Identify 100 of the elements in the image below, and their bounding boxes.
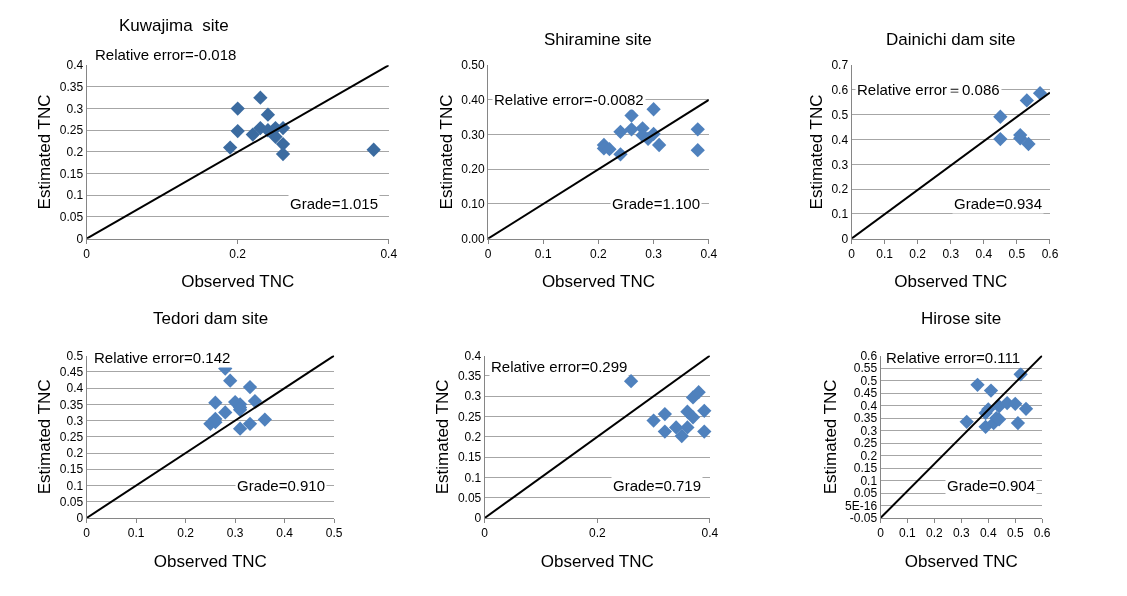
- x-axis-title: Observed TNC: [894, 272, 1008, 292]
- x-tick-label: 0.2: [588, 526, 606, 541]
- y-tick-label: 0.1: [66, 188, 84, 203]
- annotation: Relative error=0.111: [886, 349, 1021, 366]
- y-tick-label: 0.55: [853, 361, 878, 376]
- annotation: Relative error=0.299: [491, 358, 628, 375]
- x-tick-label: 0.2: [926, 526, 944, 541]
- y-tick-label: 0.05: [59, 494, 84, 509]
- y-tick-label: 0.35: [457, 369, 482, 384]
- x-tick-label: 0.4: [979, 526, 997, 541]
- x-tick-label: 0.2: [177, 526, 195, 541]
- y-tick-label: 0.25: [59, 430, 84, 445]
- annotation: Grade=0.910: [237, 477, 325, 494]
- y-tick-label: 0.5: [831, 107, 849, 122]
- annotation: Grade=0.719: [613, 477, 701, 494]
- y-tick-label: 0.4: [66, 381, 84, 396]
- y-tick-label: 0.05: [457, 490, 482, 505]
- annotation: Grade=1.100: [612, 195, 700, 212]
- y-axis-title: Estimated TNC: [820, 379, 840, 495]
- y-tick-label: 0.1: [860, 473, 878, 488]
- x-tick-label: 0.5: [1008, 247, 1026, 262]
- y-tick-label: 0.40: [461, 93, 485, 108]
- x-tick-label: 0.5: [325, 526, 343, 541]
- y-tick-label: 0.50: [461, 58, 485, 73]
- y-tick-label: 0.2: [464, 430, 482, 445]
- annotation: Grade=0.934: [954, 195, 1042, 212]
- y-tick-label: 0.7: [831, 58, 849, 73]
- annotation: Grade=1.015: [290, 195, 378, 212]
- y-tick-label: 0.4: [464, 348, 482, 363]
- y-tick-label: 0.45: [853, 386, 878, 401]
- x-tick-label: 0.3: [953, 526, 971, 541]
- x-tick-label: 0.4: [975, 247, 993, 262]
- y-tick-label: 5E-16: [845, 498, 878, 513]
- y-tick-label: -0.05: [849, 511, 878, 526]
- y-tick-label: 0.3: [860, 423, 878, 438]
- annotation: Relative error=-0.0082: [494, 91, 644, 108]
- y-tick-label: 0.4: [831, 132, 849, 147]
- x-axis-title: Observed TNC: [541, 272, 655, 292]
- y-tick-label: 0.15: [59, 462, 84, 477]
- x-tick-label: 0.6: [1033, 526, 1051, 541]
- x-tick-label: 0.4: [701, 526, 719, 541]
- y-tick-label: 0.5: [860, 373, 878, 388]
- chart-title: Dainichi dam site: [886, 30, 1016, 49]
- y-tick-label: 0.2: [66, 145, 84, 160]
- y-axis-title: Estimated TNC: [433, 379, 453, 495]
- x-axis-title: Observed TNC: [540, 551, 654, 571]
- x-axis-title: Observed TNC: [181, 272, 295, 292]
- annotation: Relative error=0.142: [94, 349, 231, 366]
- y-tick-label: 0.5: [66, 348, 84, 363]
- y-tick-label: 0.6: [831, 83, 849, 98]
- y-tick-label: 0.6: [860, 348, 878, 363]
- y-tick-label: 0.2: [831, 182, 849, 197]
- y-tick-label: 0: [841, 231, 849, 246]
- x-tick-label: 0.3: [942, 247, 960, 262]
- y-tick-label: 0.20: [461, 162, 485, 177]
- text: Relative error=-0.018: [95, 46, 237, 63]
- x-tick-label: 0.5: [1006, 526, 1024, 541]
- y-tick-label: 0.05: [59, 210, 84, 225]
- x-axis-title: Observed TNC: [153, 551, 267, 571]
- y-tick-label: 0.4: [66, 58, 84, 73]
- y-tick-label: 0.3: [66, 101, 84, 116]
- x-axis-title: Observed TNC: [904, 551, 1018, 571]
- chart-title: Shiramine site: [544, 30, 652, 49]
- y-axis-title: Estimated TNC: [806, 94, 826, 210]
- y-tick-label: 0.05: [853, 486, 878, 501]
- y-tick-label: 0.3: [464, 389, 482, 404]
- y-axis-title: Estimated TNC: [35, 379, 55, 495]
- chart-title: Hirose site: [921, 309, 1002, 328]
- y-tick-label: 0.3: [831, 157, 849, 172]
- y-tick-label: 0.15: [853, 461, 878, 476]
- y-tick-label: 0: [76, 231, 84, 246]
- y-tick-label: 0.10: [461, 197, 485, 212]
- y-tick-label: 0.35: [59, 80, 84, 95]
- y-tick-label: 0.25: [457, 409, 482, 424]
- y-tick-label: 0: [474, 511, 482, 526]
- x-tick-label: 0.1: [127, 526, 145, 541]
- x-tick-label: 0.2: [229, 247, 247, 262]
- y-tick-label: 0.1: [831, 207, 849, 222]
- x-tick-label: 0.2: [590, 247, 608, 262]
- x-tick-label: 0.3: [226, 526, 244, 541]
- x-tick-label: 0.1: [876, 247, 894, 262]
- y-tick-label: 0.15: [457, 450, 482, 465]
- y-tick-label: 0.35: [853, 411, 878, 426]
- x-tick-label: 0.1: [899, 526, 917, 541]
- x-tick-label: 0.4: [700, 247, 718, 262]
- annotation: Grade=0.904: [947, 477, 1035, 494]
- y-tick-label: 0.45: [59, 365, 84, 380]
- y-tick-label: 0.00: [461, 231, 485, 246]
- x-tick-label: 0.6: [1041, 247, 1059, 262]
- y-tick-label: 0.25: [59, 123, 84, 138]
- y-tick-label: 0.1: [464, 470, 482, 485]
- y-tick-label: 0: [76, 511, 84, 526]
- x-tick-label: 0.2: [909, 247, 927, 262]
- y-tick-label: 0.30: [461, 127, 485, 142]
- chart-title: Tedori dam site: [153, 309, 269, 328]
- y-tick-label: 0.4: [860, 398, 878, 413]
- x-tick-label: 0.1: [534, 247, 552, 262]
- y-tick-label: 0.35: [59, 397, 84, 412]
- y-tick-label: 0.2: [860, 448, 878, 463]
- y-tick-label: 0.2: [66, 446, 84, 461]
